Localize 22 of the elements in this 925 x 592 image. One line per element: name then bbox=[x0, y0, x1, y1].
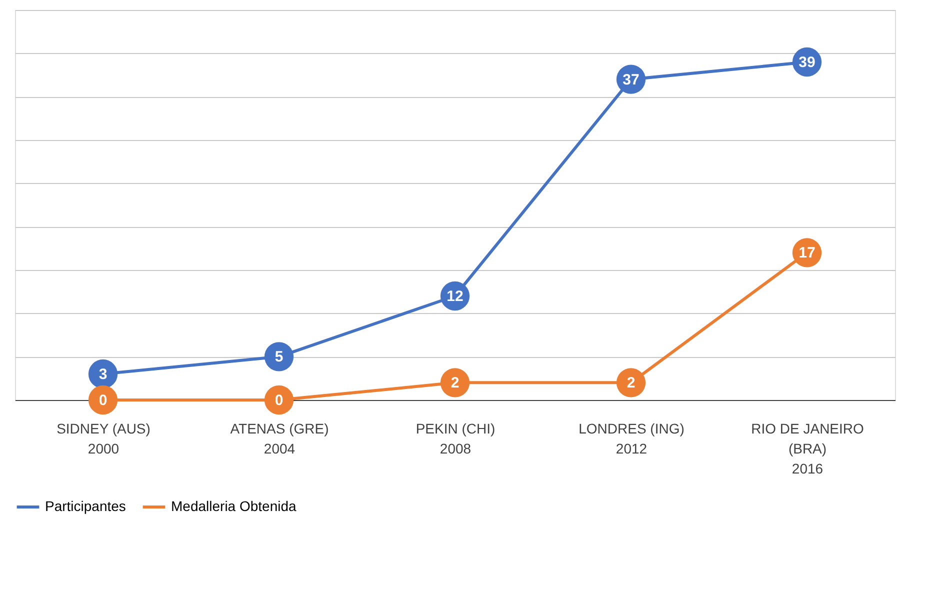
x-tick-label: SIDNEY (AUS) 2000 bbox=[56, 420, 150, 456]
point bbox=[616, 368, 646, 398]
data-label: 0 bbox=[98, 392, 108, 409]
x-tick-label: LONDRES (ING) 2012 bbox=[578, 420, 684, 456]
data-label: 2 bbox=[450, 374, 460, 392]
data-label: 0 bbox=[274, 392, 284, 409]
x-tick-label: RIO DE JANEIRO (BRA) 2016 bbox=[751, 420, 864, 476]
legend-label: Medalleria Obtenida bbox=[171, 498, 297, 514]
data-label: 39 bbox=[798, 54, 816, 71]
point bbox=[88, 385, 118, 415]
data-label: 17 bbox=[798, 244, 816, 262]
legend-label: Participantes bbox=[45, 498, 126, 514]
x-tick-label: ATENAS (GRE) 2004 bbox=[230, 420, 329, 456]
data-label: 3 bbox=[98, 366, 108, 383]
point bbox=[264, 342, 294, 372]
data-label: 12 bbox=[446, 288, 464, 305]
data-label: 5 bbox=[274, 348, 284, 366]
data-label: 37 bbox=[622, 71, 640, 88]
point bbox=[440, 368, 470, 398]
x-tick-label: PEKIN (CHI) 2008 bbox=[416, 420, 496, 456]
point bbox=[264, 385, 294, 415]
data-label: 2 bbox=[626, 374, 636, 392]
